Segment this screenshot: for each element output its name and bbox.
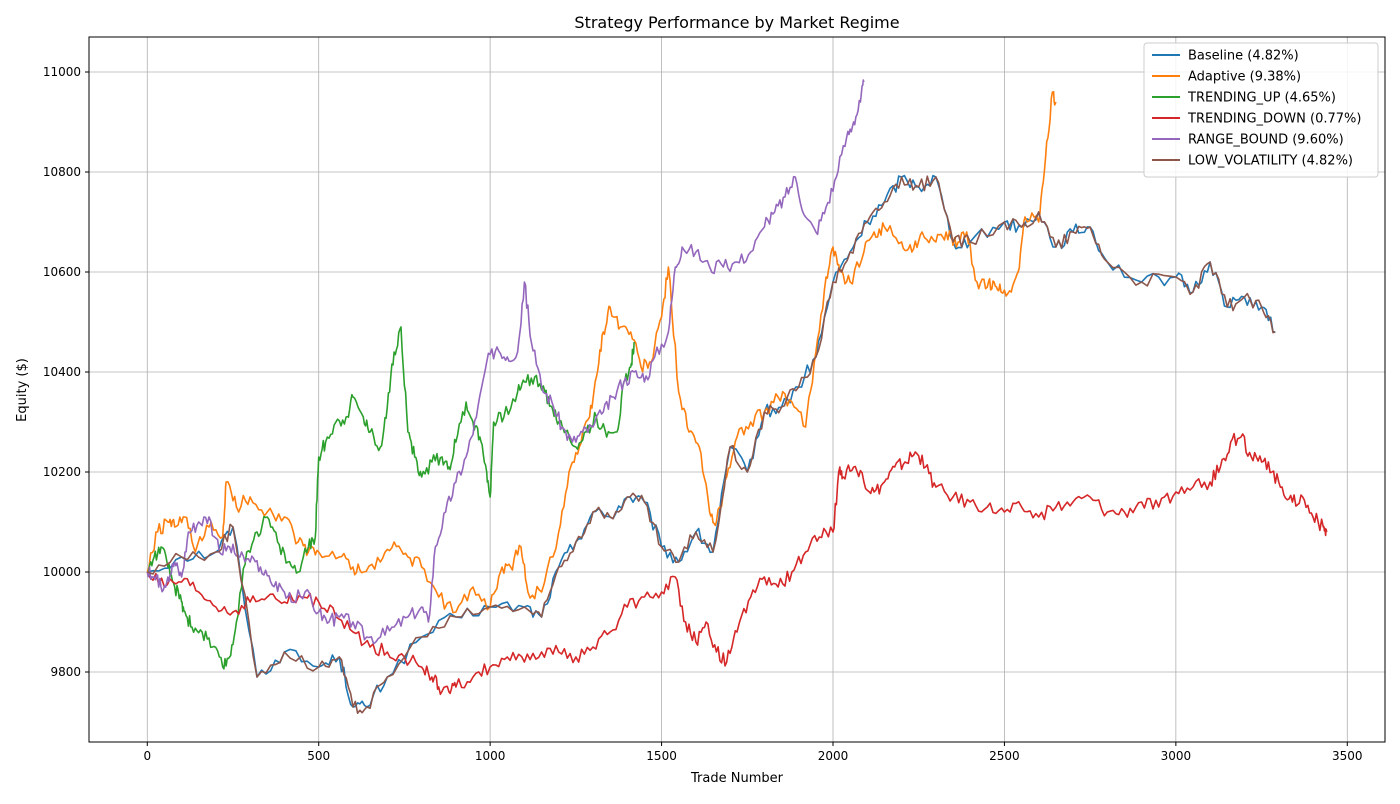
y-tick-label: 10000 [43,565,81,579]
x-tick-label: 0 [143,749,151,763]
y-tick-label: 10200 [43,465,81,479]
axis-ticks: 0 500 1000 1500 2000 2500 3000 3500 9800 10000 102… [43,65,1363,763]
y-tick-label: 9800 [50,665,81,679]
x-tick-label: 1500 [646,749,677,763]
series-line-3 [146,432,1328,696]
legend-label: LOW_VOLATILITY (4.82%) [1188,154,1353,169]
series-line-4 [146,79,865,645]
x-tick-label: 3000 [1161,749,1192,763]
y-tick-label: 10400 [43,365,81,379]
series-line-2 [147,326,635,670]
plot-frame [88,36,1386,743]
y-tick-label: 11000 [43,65,81,79]
legend-label: Baseline (4.82%) [1188,49,1299,64]
series-lines [146,79,1328,714]
legend-label: TRENDING_DOWN (0.77%) [1187,112,1361,127]
x-axis-label: Trade Number [690,771,784,786]
chart-title: Strategy Performance by Market Regime [574,13,899,32]
y-axis-label: Equity ($) [15,358,30,422]
legend-label: RANGE_BOUND (9.60%) [1188,133,1344,148]
legend-label: Adaptive (9.38%) [1188,70,1301,85]
legend-box [1143,42,1379,178]
x-tick-label: 3500 [1332,749,1363,763]
y-tick-label: 10800 [43,165,81,179]
x-tick-label: 2000 [818,749,849,763]
x-tick-label: 500 [307,749,330,763]
series-line-1 [146,90,1057,614]
legend-label: TRENDING_UP (4.65%) [1187,91,1336,106]
x-tick-label: 1000 [475,749,506,763]
series-line-5 [147,175,1276,714]
y-tick-label: 10600 [43,265,81,279]
x-tick-label: 2500 [989,749,1020,763]
legend: Baseline (4.82%) Adaptive (9.38%) TRENDING… [1143,42,1379,178]
